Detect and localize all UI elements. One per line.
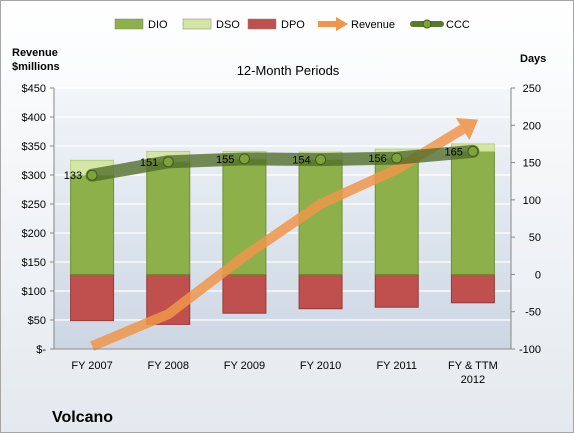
bar-dpo	[298, 273, 343, 310]
legend-swatch	[114, 18, 144, 30]
ccc-data-label: 165	[445, 146, 463, 158]
ccc-data-label: 155	[216, 154, 234, 166]
bar-dpo	[450, 273, 495, 304]
plot-area	[54, 88, 511, 349]
ccc-point	[162, 156, 174, 168]
left-axis-title-line-1: Revenue	[12, 47, 58, 59]
left-tick-label: $250	[22, 199, 46, 211]
left-tick-label: $400	[22, 112, 46, 124]
left-axis-title-line-2: $millions	[12, 61, 60, 73]
x-tick-label: FY 2008	[148, 360, 189, 372]
ccc-point	[315, 154, 327, 166]
right-tick-label: 100	[523, 195, 541, 207]
left-tick-label: $350	[22, 141, 46, 153]
chart-title: 12-Month Periods	[237, 63, 340, 78]
revenue-arrowhead	[455, 117, 479, 141]
bar-dio	[146, 161, 191, 275]
right-tick-label: 250	[523, 83, 541, 95]
ccc-line	[85, 144, 480, 182]
right-tick-label: 50	[529, 232, 541, 244]
right-tick-label: -100	[519, 344, 541, 356]
bars	[70, 143, 495, 325]
ccc-data-label: 154	[292, 155, 310, 167]
ccc-data-label: 151	[140, 157, 158, 169]
left-tick-label: $300	[22, 170, 46, 182]
legend-label: CCC	[446, 19, 470, 31]
x-tick-label: 2012	[461, 374, 485, 386]
right-tick-label: 150	[523, 158, 541, 170]
left-tick-label: $200	[22, 228, 46, 240]
x-tick-label: FY & TTM	[448, 360, 498, 372]
left-tick-label: $150	[22, 257, 46, 269]
right-tick-label: 200	[523, 120, 541, 132]
left-tick-label: $100	[22, 286, 46, 298]
bar-dpo	[70, 273, 115, 322]
ccc-point	[467, 145, 479, 157]
ccc-point	[238, 153, 250, 165]
legend-label: Revenue	[351, 19, 395, 31]
x-tick-label: FY 2011	[376, 360, 417, 372]
legend-swatch-marker	[422, 19, 432, 29]
legend-swatch	[182, 18, 212, 30]
axes: $- $50 $100 $150 $200 $250 $300 $350 $400 $450 -10…	[22, 83, 541, 386]
x-tick-label: FY 2009	[224, 360, 265, 372]
legend-swatch	[247, 18, 277, 30]
legend-label: DIO	[148, 19, 168, 31]
right-tick-label: -50	[525, 307, 541, 319]
legend-label: DSO	[216, 19, 240, 31]
ccc-point	[391, 152, 403, 164]
legend-label: DPO	[281, 19, 305, 31]
left-tick-label: $-	[36, 344, 46, 356]
right-axis-title: Days	[520, 53, 546, 65]
bar-dpo	[374, 273, 419, 308]
x-tick-label: FY 2007	[71, 360, 112, 372]
bar-dpo	[222, 273, 267, 314]
legend: DIO DSO DPO Revenue CCC	[114, 17, 470, 31]
left-tick-label: $450	[22, 83, 46, 95]
left-tick-label: $50	[28, 315, 46, 327]
bar-dio	[450, 150, 495, 275]
bar-dio	[70, 174, 115, 275]
ccc-data-label: 133	[64, 170, 82, 182]
ccc-data-label: 156	[368, 153, 386, 165]
right-tick-label: 0	[535, 269, 541, 281]
x-tick-label: FY 2010	[300, 360, 341, 372]
ccc-series: 133 151 155 154 156 165	[64, 144, 480, 182]
legend-swatch-arrowhead	[336, 17, 348, 31]
ccc-point	[86, 169, 98, 181]
company-name: Volcano	[52, 409, 113, 426]
